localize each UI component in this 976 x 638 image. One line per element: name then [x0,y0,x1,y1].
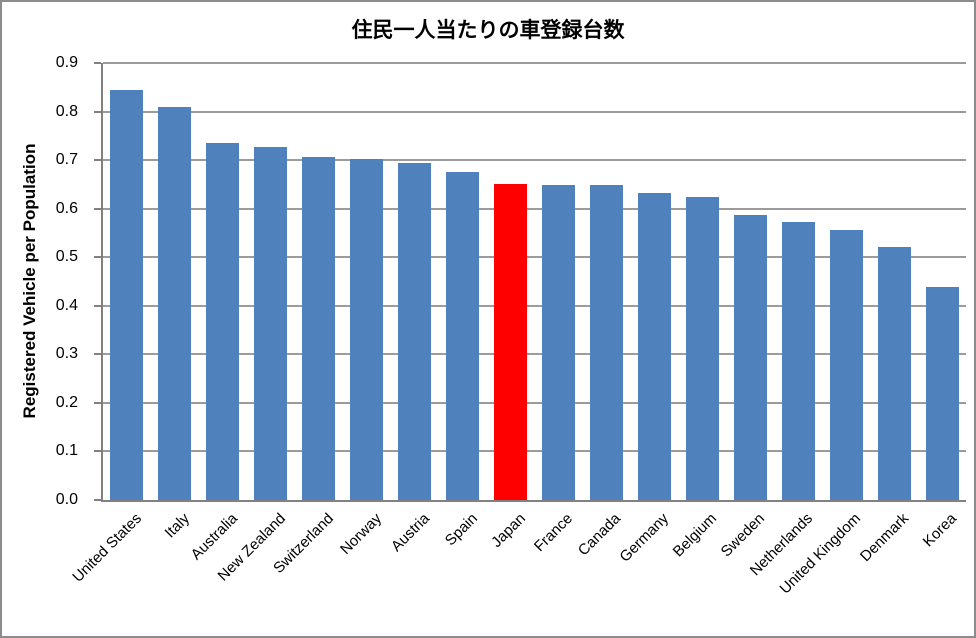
gridline-0.1 [103,450,966,453]
bar-germany [637,193,671,500]
gridline-0.9 [103,62,966,64]
y-tick-mark [94,110,101,113]
y-tick-label-0.1: 0.1 [55,442,78,460]
bar-united-kingdom [829,230,863,500]
y-tick-label-0.3: 0.3 [55,345,78,363]
gridline-0.7 [103,159,966,162]
y-tick-label-0.8: 0.8 [55,102,78,120]
gridline-0.3 [103,353,966,356]
gridline-0.5 [103,256,966,259]
bar-belgium [685,197,719,500]
y-tick-label-0.7: 0.7 [55,151,78,169]
plot-area [101,62,966,502]
y-tick-label-0.2: 0.2 [55,393,78,411]
y-tick-label-0.0: 0.0 [55,491,78,508]
bar-spain [446,172,480,500]
y-axis-title: Registered Vehicle per Population [20,143,39,419]
y-tick-mark [94,207,101,210]
y-tick-label-0.6: 0.6 [55,199,78,217]
bar-australia [206,143,240,500]
bar-united-states [110,89,144,500]
bar-korea [925,286,959,500]
chart-title: 住民一人当たりの車登録台数 [351,19,625,42]
bar-sweden [733,214,767,500]
bar-japan [494,183,528,500]
y-tick-label-0.5: 0.5 [55,248,78,266]
y-tick-label-0.4: 0.4 [55,296,78,314]
y-tick-mark [94,499,101,501]
y-tick-mark [94,256,101,259]
y-tick-mark [94,62,101,64]
gridline-0.4 [103,304,966,307]
bar-austria [398,162,432,500]
bar-switzerland [302,157,336,500]
bar-new-zealand [254,147,288,500]
bar-italy [158,106,192,500]
y-tick-mark [94,353,101,356]
y-tick-mark [94,304,101,307]
bar-france [541,185,575,500]
y-tick-mark [94,450,101,453]
bar-netherlands [781,222,815,500]
bar-norway [350,159,384,500]
gridline-0.8 [103,110,966,113]
bar-denmark [877,246,911,500]
gridline-0.6 [103,207,966,210]
gridline-0.2 [103,401,966,404]
y-tick-label-0.9: 0.9 [55,54,78,71]
bar-canada [589,185,623,500]
y-tick-mark [94,401,101,404]
y-tick-mark [94,159,101,162]
